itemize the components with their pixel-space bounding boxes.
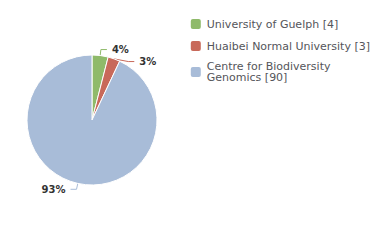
svg-text:Genomics [90]: Genomics [90] [207, 71, 288, 84]
svg-text:3%: 3% [139, 56, 156, 67]
svg-text:93%: 93% [42, 184, 66, 195]
svg-text:University of Guelph [4]: University of Guelph [4] [207, 18, 338, 31]
svg-text:4%: 4% [112, 44, 129, 55]
svg-text:Huaibei Normal University [3]: Huaibei Normal University [3] [207, 40, 370, 53]
svg-text:Centre for Biodiversity: Centre for Biodiversity [206, 60, 331, 73]
